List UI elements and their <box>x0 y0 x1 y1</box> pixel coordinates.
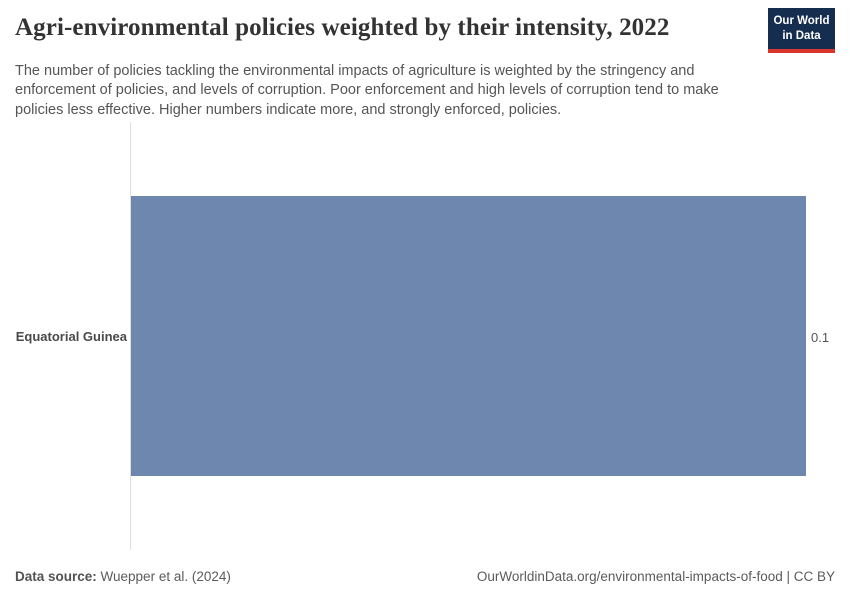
owid-logo-line2: in Data <box>782 29 821 42</box>
page-title: Agri-environmental policies weighted by … <box>15 14 670 41</box>
chart-subtitle: The number of policies tackling the envi… <box>15 63 719 118</box>
bar-value-label: 0.1 <box>811 330 830 345</box>
bar-label-equatorial-guinea: Equatorial Guinea <box>15 329 127 344</box>
data-source-label: Data source: <box>15 569 97 584</box>
chart-footer: Data source: Wuepper et al. (2024) OurWo… <box>15 569 835 584</box>
data-source-note: Data source: Wuepper et al. (2024) <box>15 569 231 584</box>
owid-logo-line1: Our World <box>773 15 830 28</box>
y-axis-line <box>130 122 131 550</box>
owid-logo[interactable]: Our World in Data <box>768 8 835 53</box>
data-source-value: Wuepper et al. (2024) <box>96 569 231 584</box>
bar-equatorial-guinea[interactable] <box>131 196 806 476</box>
attribution-link[interactable]: OurWorldinData.org/environmental-impacts… <box>476 569 835 584</box>
